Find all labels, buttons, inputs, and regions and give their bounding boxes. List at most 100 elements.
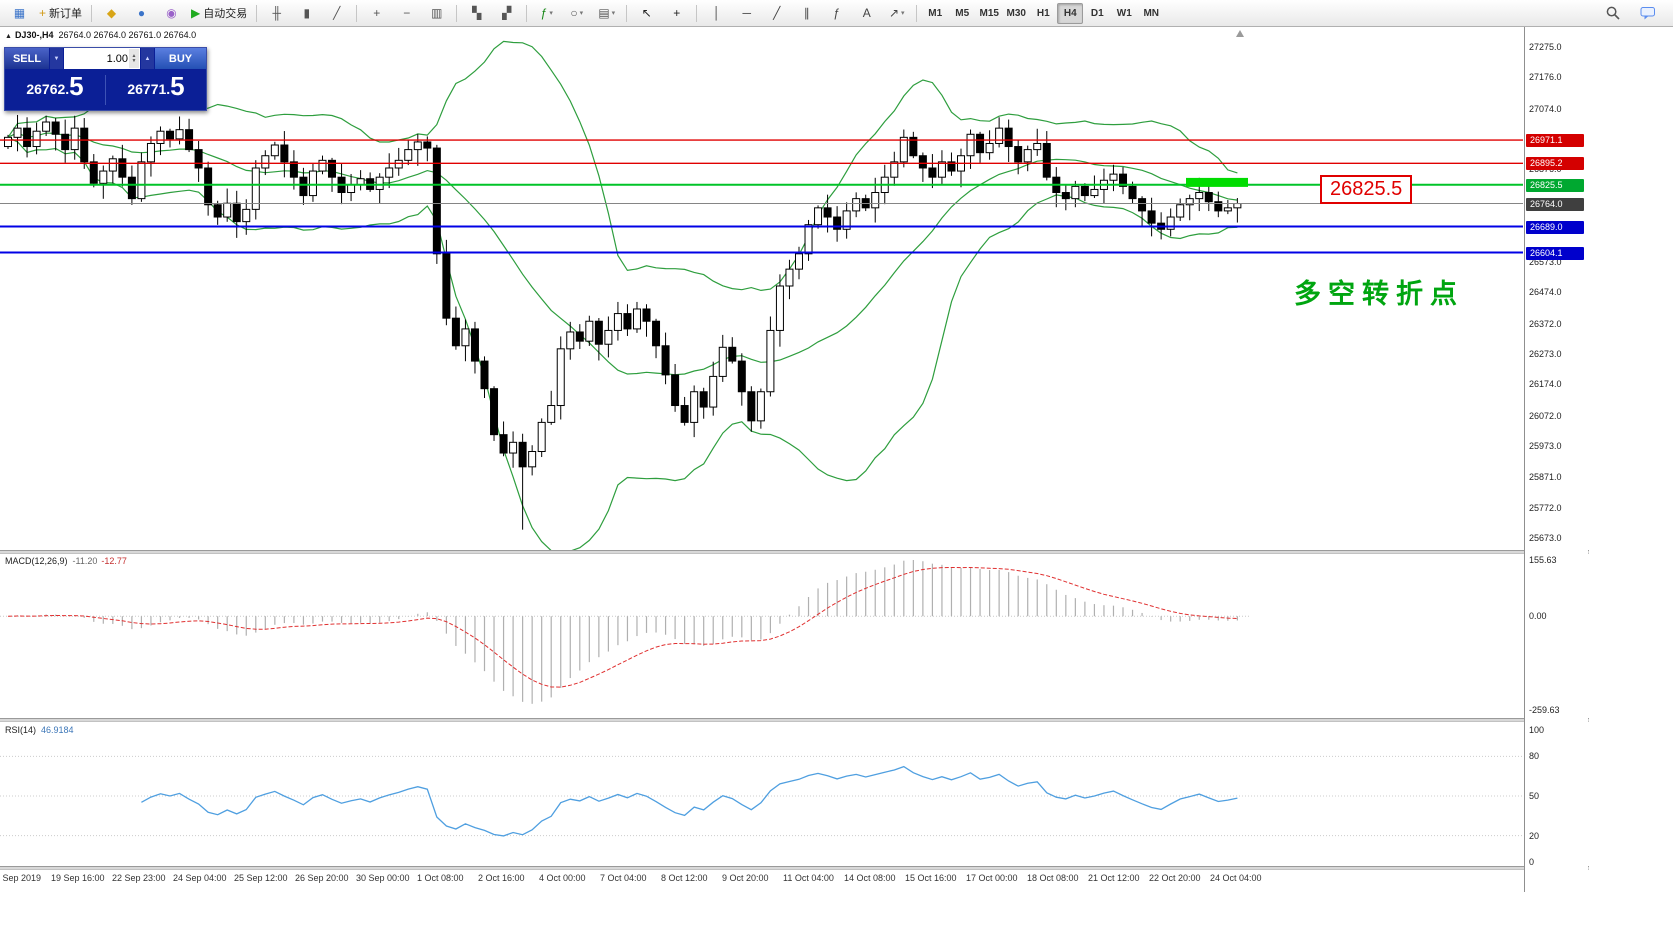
toolbar-separator	[256, 4, 258, 22]
autotrading-button[interactable]: ▶ 自动交易	[187, 1, 251, 25]
timeframe-w1[interactable]: W1	[1116, 7, 1132, 19]
line-chart-icon[interactable]: ╱	[322, 1, 351, 25]
toolbar-separator	[356, 4, 358, 22]
timeframe-d1[interactable]: D1	[1090, 7, 1104, 19]
axis-price-label: 155.63	[1529, 555, 1557, 565]
rsi-pane[interactable]	[0, 722, 1523, 866]
timeframe-h4[interactable]: H4	[1057, 2, 1084, 24]
timeframe-m1[interactable]: M1	[928, 7, 943, 19]
sell-button[interactable]: SELL	[5, 48, 49, 69]
time-axis-label: 8 Oct 12:00	[661, 873, 708, 883]
accounts-icon[interactable]: ●	[127, 1, 156, 25]
history-center-icon[interactable]: ◉	[157, 1, 186, 25]
symbol-info: ▲ DJ30-,H4 26764.0 26764.0 26761.0 26764.0	[5, 30, 196, 40]
timeframe-m5[interactable]: M5	[955, 7, 970, 19]
zoom-out-icon[interactable]: −	[392, 1, 421, 25]
ohlc-bars-icon[interactable]: ╫	[262, 1, 291, 25]
pane-separator[interactable]	[0, 866, 1589, 870]
pane-separator[interactable]	[0, 550, 1589, 554]
candlestick-chart-icon[interactable]: ▮	[292, 1, 321, 25]
ohlc-bars-icon: ╫	[272, 6, 281, 20]
axis-price-tag: 26764.0	[1526, 197, 1584, 211]
buy-dropdown-icon[interactable]: ▲	[140, 48, 155, 69]
macd-pane[interactable]	[0, 554, 1523, 718]
price-axis[interactable]: 27275.027176.027074.026876.026573.026474…	[1524, 27, 1588, 892]
timeframe-h1[interactable]: H1	[1036, 7, 1050, 19]
auto-scroll-icon: ▥	[431, 6, 443, 20]
timeframe-m30[interactable]: M30	[1006, 7, 1026, 19]
timeframe-m15[interactable]: M15	[979, 7, 999, 19]
tile-windows-icon[interactable]: ▚	[462, 1, 491, 25]
arrows-icon[interactable]: ↗ ▾	[882, 1, 911, 25]
candles	[4, 114, 1242, 530]
crosshair-icon[interactable]: +	[662, 1, 691, 25]
annotation-text[interactable]: 多空转折点	[1294, 279, 1464, 309]
cascade-windows-icon[interactable]: ▞	[492, 1, 521, 25]
horizontal-line-icon: ─	[742, 6, 751, 20]
vertical-line-icon: │	[713, 6, 721, 20]
time-axis[interactable]: 18 Sep 2019 19 Sep 16:00 22 Sep 23:00 24 Se…	[0, 870, 1589, 892]
horizontal-line-icon[interactable]: ─	[732, 1, 761, 25]
axis-price-tag: 26825.5	[1526, 178, 1584, 192]
time-axis-label: 7 Oct 04:00	[600, 873, 647, 883]
time-axis-label: 15 Oct 16:00	[905, 873, 957, 883]
auto-scroll-icon[interactable]: ▥	[422, 1, 451, 25]
equidistant-channel-icon[interactable]: ∥	[792, 1, 821, 25]
chat-icon[interactable]	[1633, 1, 1662, 25]
volume-spinner-icon[interactable]: ▲ ▼	[129, 49, 139, 68]
toolbar: ▦ + 新订单 ◆ ● ◉ ▶ 自动交易 ╫ ▮ ╱ + − ▥ ▚ ▞ ƒ ▾ ○ ▾ ▤ ▾ ↖ + │ ─ ╱ ∥ ƒ A ↗ ▾ M1…	[0, 0, 1673, 27]
axis-price-label: 26174.0	[1529, 379, 1562, 390]
axis-price-label: 27176.0	[1529, 72, 1562, 83]
axis-price-label: 100	[1529, 725, 1545, 735]
favorites-icon[interactable]: ◆	[97, 1, 126, 25]
vertical-line-icon[interactable]: │	[702, 1, 731, 25]
crosshair-icon: +	[673, 6, 681, 20]
rsi-value: 46.9184	[41, 725, 74, 735]
text-label-icon: A	[862, 6, 871, 20]
templates-button[interactable]: ▤ ▾	[592, 1, 621, 25]
fibonacci-icon[interactable]: ƒ	[822, 1, 851, 25]
pane-separator[interactable]	[0, 718, 1589, 722]
chart-shift-marker-icon[interactable]	[1236, 30, 1244, 37]
sell-price-button[interactable]: 26762. 5	[5, 73, 105, 104]
buy-button[interactable]: BUY	[155, 48, 206, 69]
search-icon[interactable]	[1598, 1, 1627, 25]
price-callout-label[interactable]: 26825.5	[1320, 175, 1413, 204]
trade-panel-top-row: SELL ▼ 1.00 ▲ ▼ ▲ BUY	[5, 48, 206, 69]
periods-button: ○	[570, 6, 578, 20]
periods-button[interactable]: ○ ▾	[562, 1, 591, 25]
buy-price-button[interactable]: 26771. 5	[106, 73, 206, 104]
axis-price-tag: 26895.2	[1526, 157, 1584, 171]
highlight-zone-bar[interactable]	[1186, 177, 1248, 187]
zoom-in-icon[interactable]: +	[362, 1, 391, 25]
chart-menu-icon[interactable]: ▲	[5, 33, 12, 40]
zoom-out-icon: −	[403, 6, 411, 20]
indicators-button[interactable]: ƒ ▾	[532, 1, 561, 25]
axis-price-label: 25772.0	[1529, 502, 1562, 513]
time-axis-label: 1 Oct 08:00	[417, 873, 464, 883]
rsi-name: RSI(14)	[5, 725, 37, 735]
cursor-icon[interactable]: ↖	[632, 1, 661, 25]
toolbar-separator	[526, 4, 528, 22]
new-order-button[interactable]: + 新订单	[35, 1, 86, 25]
symbol-title: DJ30-,H4	[14, 30, 54, 40]
text-label-icon[interactable]: A	[852, 1, 881, 25]
axis-price-label: 27074.0	[1529, 103, 1562, 114]
candlestick-chart-icon: ▮	[303, 6, 311, 20]
sell-dropdown-icon[interactable]: ▼	[49, 48, 64, 69]
axis-price-tag: 26689.0	[1526, 220, 1584, 234]
timeframe-toolbar: M1 M5 M15 M30 H1 H4 D1 W1 MN	[922, 2, 1164, 24]
price-chart[interactable]	[0, 27, 1523, 550]
terminal-icon[interactable]: ▦	[5, 1, 34, 25]
dropdown-caret-icon: ▾	[579, 10, 584, 17]
axis-price-label: 26474.0	[1529, 287, 1562, 298]
timeframe-mn[interactable]: MN	[1143, 7, 1160, 19]
axis-price-label: 50	[1529, 791, 1540, 801]
symbol-ohlc: 26764.0 26764.0 26761.0 26764.0	[58, 30, 197, 40]
axis-price-label: 26072.0	[1529, 410, 1562, 421]
toolbar-separator	[916, 4, 918, 22]
trendline-icon[interactable]: ╱	[762, 1, 791, 25]
time-axis-label: 11 Oct 04:00	[783, 873, 834, 883]
volume-input[interactable]: 1.00 ▲ ▼	[64, 48, 140, 69]
